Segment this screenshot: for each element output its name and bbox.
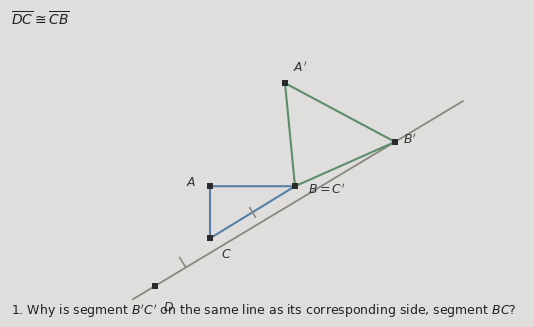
Text: $D$: $D$ xyxy=(163,301,174,314)
Text: 1. Why is segment $B'C'$ on the same line as its corresponding side, segment $BC: 1. Why is segment $B'C'$ on the same lin… xyxy=(11,303,516,320)
Text: $B'$: $B'$ xyxy=(403,133,417,147)
Text: $B = C'$: $B = C'$ xyxy=(308,182,346,197)
Text: $\overline{DC} \cong \overline{CB}$: $\overline{DC} \cong \overline{CB}$ xyxy=(11,10,69,28)
Text: $A$: $A$ xyxy=(186,177,197,189)
Text: $A'$: $A'$ xyxy=(293,60,308,75)
Text: $C$: $C$ xyxy=(221,248,231,261)
